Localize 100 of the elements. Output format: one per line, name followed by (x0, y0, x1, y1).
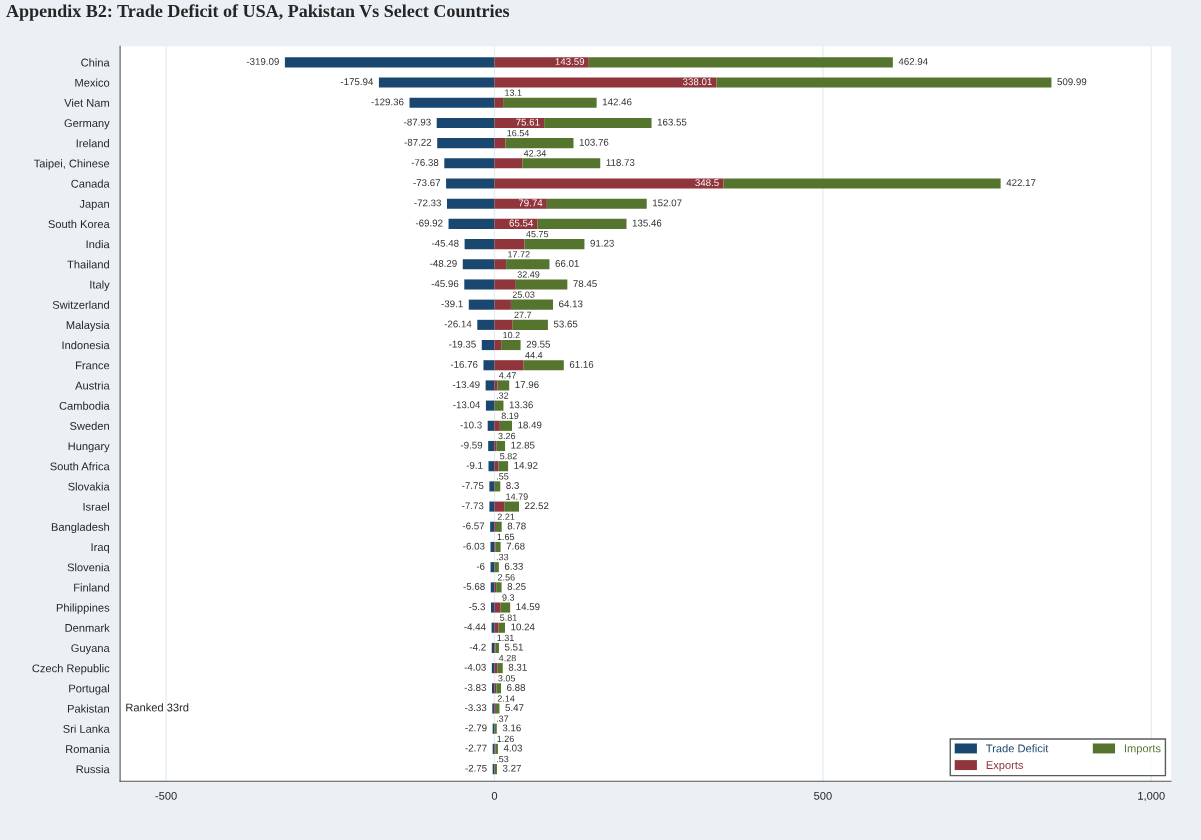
data-label: 152.07 (653, 199, 682, 207)
y-tick-label: Finland (74, 583, 109, 592)
y-tick-label: Guyana (71, 644, 110, 655)
data-label: 338.01 (682, 78, 712, 86)
data-label: 163.55 (657, 118, 687, 126)
y-tick-label: Switzerland (52, 300, 109, 309)
y-tick-label: Taipei, Chinese (33, 159, 110, 170)
data-label: 10.24 (511, 623, 535, 631)
data-label: -5.3 (469, 603, 486, 611)
data-label: .53 (497, 755, 509, 763)
data-label: 45.75 (526, 230, 549, 238)
y-tick-label: Hungary (68, 442, 110, 453)
data-label: 14.79 (506, 493, 528, 500)
y-tick-label: Viet Nam (64, 98, 109, 107)
data-label: -19.35 (449, 340, 476, 348)
data-label: -45.48 (431, 239, 459, 247)
y-tick-label: Indonesia (62, 341, 110, 350)
data-label: 103.76 (579, 138, 609, 146)
data-label: 14.92 (514, 461, 538, 469)
data-label: -4.44 (464, 623, 486, 631)
data-label: 1.31 (497, 634, 514, 642)
data-label: 10.2 (503, 331, 520, 339)
data-label: 9.3 (502, 594, 515, 601)
data-label: -26.14 (444, 320, 472, 328)
y-tick-label: Bangladesh (51, 522, 109, 534)
data-label: -45.96 (431, 280, 459, 288)
data-label: 29.55 (526, 340, 551, 348)
data-label: -3.33 (465, 704, 487, 712)
data-label: 6.33 (504, 562, 523, 570)
data-label: 17.72 (508, 251, 530, 258)
y-tick-label: Ireland (76, 139, 109, 148)
y-tick-label: Mexico (75, 78, 110, 87)
x-tick-label: 1,000 (1138, 791, 1165, 802)
data-label: -4.2 (469, 643, 486, 651)
data-label: 91.23 (590, 239, 614, 247)
y-tick-label: Denmark (65, 623, 110, 632)
y-tick-label: Austria (75, 381, 110, 390)
data-label: 8.3 (506, 482, 519, 489)
y-tick-label: Japan (79, 200, 109, 211)
y-tick-label: South Korea (48, 219, 110, 229)
y-tick-label: Sweden (70, 421, 109, 430)
annotation: Ranked 33rd (126, 703, 189, 712)
data-label: 75.61 (516, 118, 540, 126)
y-tick-label: Cambodia (59, 401, 110, 410)
data-label: -87.93 (404, 118, 431, 126)
y-tick-label: Slovakia (68, 482, 110, 491)
data-label: .33 (496, 553, 509, 561)
y-tick-label: Czech Republic (32, 664, 110, 675)
y-tick-label: China (81, 58, 110, 67)
y-tick-label: Italy (90, 280, 110, 291)
y-tick-label: Iraq (91, 543, 109, 554)
data-label: 4.03 (503, 744, 522, 752)
data-label: -5.68 (463, 583, 485, 590)
data-label: 53.65 (553, 320, 578, 328)
y-tick-label: Philippines (56, 603, 110, 614)
data-label: 5.47 (505, 704, 524, 712)
x-tick-label: 0 (491, 791, 498, 800)
x-tick-label: 500 (814, 791, 832, 800)
legend-label: Imports (1124, 744, 1161, 755)
data-label: 42.34 (523, 150, 546, 157)
y-tick-label: Israel (83, 502, 109, 511)
data-label: 14.59 (516, 603, 540, 611)
data-label: 5.81 (500, 614, 517, 621)
data-label: 3.05 (498, 675, 516, 682)
data-label: -6.03 (463, 542, 485, 550)
data-label: .55 (497, 473, 509, 480)
data-label: 118.73 (606, 159, 635, 166)
data-label: -87.22 (404, 138, 432, 146)
chart-title: Appendix B2: Trade Deficit of USA, Pakistan Vs Select Countries (6, 4, 510, 21)
data-label: 4.47 (499, 372, 516, 379)
data-label: -69.92 (415, 219, 443, 227)
data-label: 44.4 (525, 352, 543, 359)
data-label: -2.79 (465, 724, 487, 732)
data-label: 2.56 (498, 574, 515, 581)
data-label: 422.17 (1006, 179, 1036, 187)
data-label: 8.78 (507, 522, 526, 530)
data-label: -73.67 (413, 179, 441, 187)
y-tick-label: France (76, 361, 110, 370)
y-tick-label: Russia (76, 765, 110, 774)
data-label: 27.7 (514, 311, 532, 318)
data-label: 13.36 (509, 401, 533, 409)
data-label: -13.49 (452, 381, 480, 389)
data-label: 1.65 (497, 533, 515, 541)
data-label: 64.13 (559, 300, 583, 308)
data-label: -6 (476, 562, 485, 570)
data-label: -3.83 (464, 684, 486, 691)
data-label: -48.29 (430, 260, 457, 267)
data-label: -9.59 (460, 441, 483, 449)
data-label: 66.01 (555, 260, 579, 267)
data-label: -7.73 (462, 502, 484, 510)
data-label: 22.52 (525, 502, 549, 510)
data-label: 509.99 (1057, 78, 1087, 86)
data-label: 65.54 (509, 219, 534, 227)
data-label: -10.3 (460, 421, 482, 429)
data-label: 16.54 (507, 129, 530, 137)
y-tick-label: South Africa (50, 462, 110, 471)
data-label: 32.49 (517, 271, 540, 278)
y-tick-label: Pakistan (67, 704, 109, 713)
data-label: 12.85 (511, 441, 535, 449)
data-label: 8.25 (507, 583, 526, 590)
